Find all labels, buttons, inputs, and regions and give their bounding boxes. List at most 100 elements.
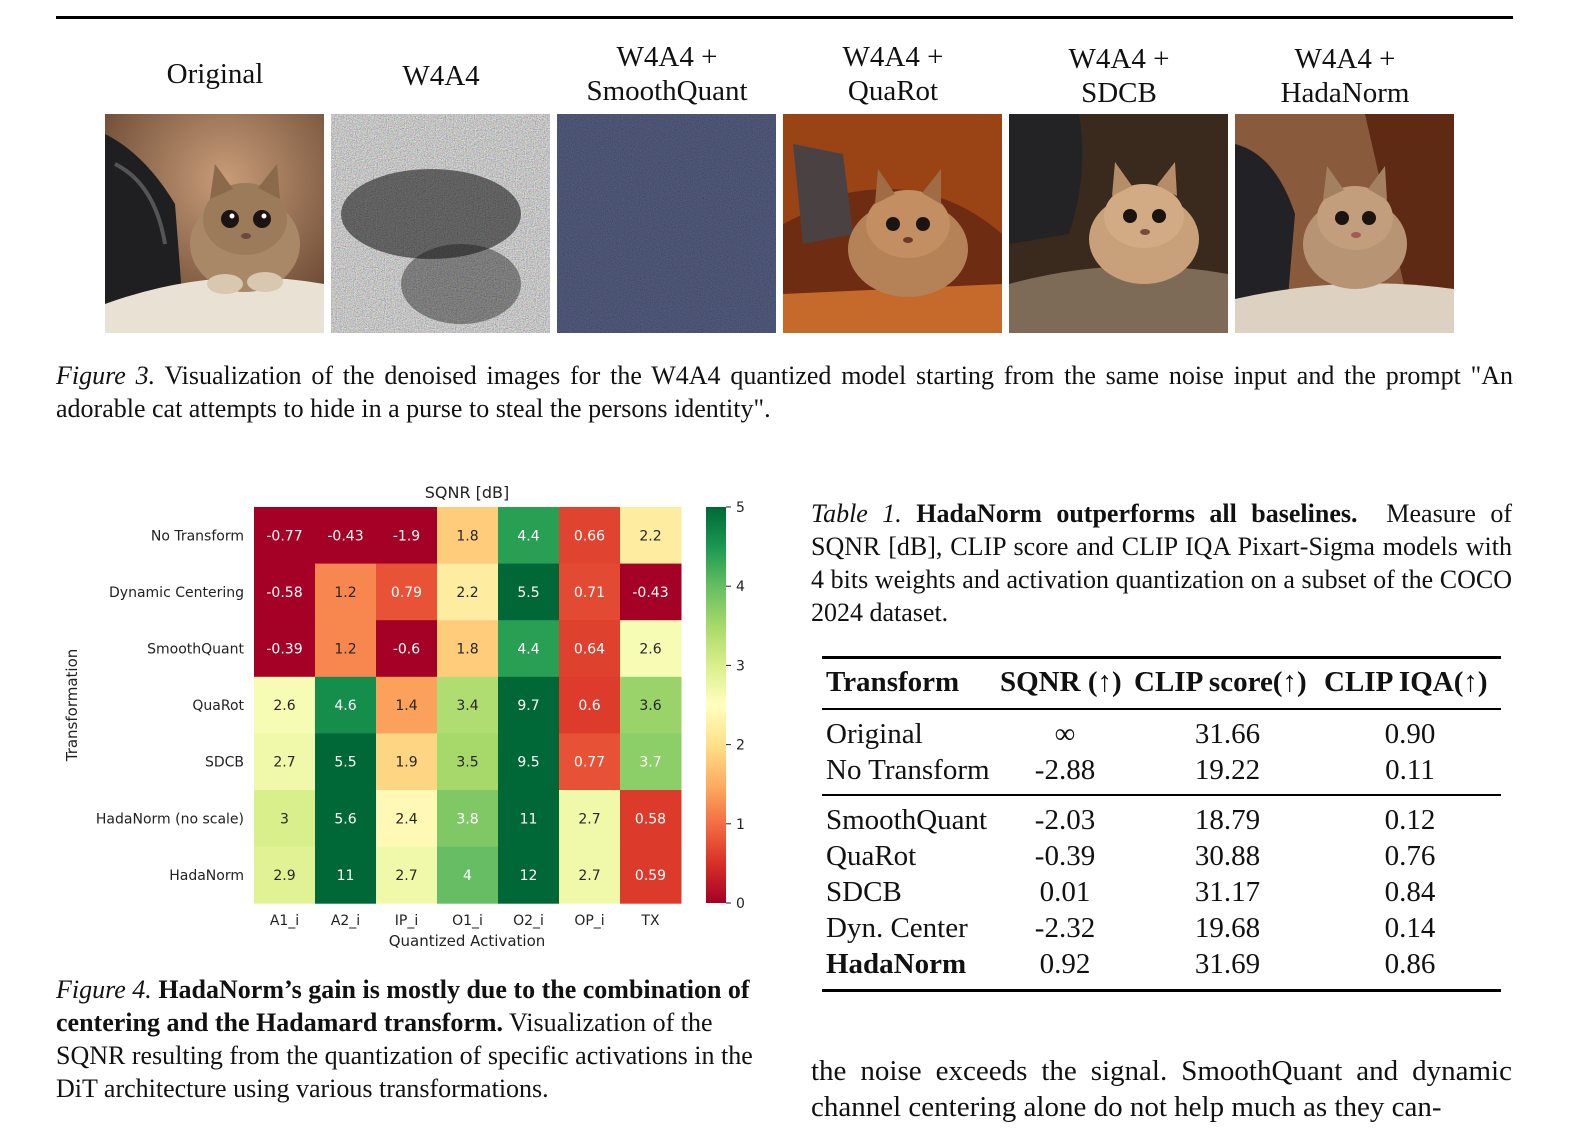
table-cell-value: 31.66 [1194, 718, 1261, 750]
heatmap-cell-label: 4.6 [334, 698, 356, 714]
heatmap-cell-label: 0.59 [635, 868, 666, 884]
table-cell-transform: SDCB [826, 876, 902, 908]
heatmap-y-axis-label: Transformation [63, 649, 81, 763]
heatmap-cell [315, 563, 377, 621]
heatmap-cell [437, 563, 499, 621]
heatmap-cell-label: 1.2 [334, 585, 356, 601]
top-rule [56, 16, 1513, 19]
heatmap-cell [620, 676, 682, 734]
heatmap-cell [254, 846, 316, 904]
table-cell-value: -2.32 [1034, 912, 1096, 944]
table-cell-value: 18.79 [1194, 804, 1261, 836]
table-cell-value: 0.12 [1384, 804, 1436, 836]
cat-image-original [105, 114, 324, 333]
heatmap-cell-label: 0.79 [391, 585, 422, 601]
heatmap-y-tick-label: No Transform [151, 528, 244, 544]
heatmap-y-tick-label: SDCB [205, 755, 244, 771]
heatmap-cell-label: 9.5 [517, 755, 539, 771]
heatmap-cell [559, 790, 621, 848]
table-header-clip-score: CLIP score(↑) [1134, 666, 1307, 698]
figure-4-caption: Figure 4. HadaNorm’s gain is mostly due … [56, 975, 753, 1103]
heatmap-cell [376, 790, 438, 848]
heatmap-cell [498, 507, 560, 565]
f3-label-hadanorm: W4A4 + HadaNorm [1280, 43, 1410, 109]
heatmap-cell [254, 790, 316, 848]
heatmap-cell-label: -0.43 [632, 585, 668, 601]
table-cell-value: 0.86 [1384, 948, 1436, 980]
heatmap-cell [620, 507, 682, 565]
heatmap-title: SQNR [dB] [425, 483, 510, 502]
heatmap-x-tick-label: IP_i [395, 913, 418, 929]
heatmap-cell-label: 0.6 [578, 698, 600, 714]
table-cell-value: -2.88 [1034, 754, 1096, 786]
heatmap-y-tick-label: QuaRot [192, 698, 244, 714]
heatmap-cell-label: 1.8 [456, 642, 478, 658]
heatmap-cell-label: -0.58 [266, 585, 302, 601]
heatmap-cell-label: 1.8 [456, 528, 478, 544]
heatmap-cell [559, 507, 621, 565]
heatmap-cell [437, 790, 499, 848]
heatmap-cell-label: 0.58 [635, 811, 666, 827]
table-cell-value: 0.76 [1384, 840, 1436, 872]
body-text: the noise exceeds the signal. SmoothQuan… [811, 1055, 1512, 1123]
heatmap-cell [315, 846, 377, 904]
heatmap-cell [376, 507, 438, 565]
cat-image-hadanorm [1235, 114, 1454, 333]
heatmap-cell-label: 4.4 [517, 528, 539, 544]
table-cell-value: 31.17 [1194, 876, 1261, 908]
heatmap-cell [376, 563, 438, 621]
heatmap-x-tick-label: A2_i [331, 913, 360, 929]
table-cell-value: 0.11 [1385, 754, 1435, 786]
cat-image-quarot [783, 114, 1002, 333]
heatmap-cell [559, 563, 621, 621]
heatmap-cell [437, 676, 499, 734]
colorbar-tick-label: 1 [736, 817, 745, 833]
heatmap-cell [254, 733, 316, 791]
table-group-rule [822, 794, 1501, 796]
noise-image-w4a4 [331, 114, 550, 333]
heatmap-cell [254, 676, 316, 734]
heatmap-cell-label: 2.7 [395, 868, 417, 884]
f3-label-sdcb: W4A4 + SDCB [1068, 43, 1170, 109]
table-cell-transform: QuaRot [826, 840, 917, 872]
heatmap-cell-label: -0.6 [393, 642, 420, 658]
f3-label-original: Original [166, 58, 264, 90]
heatmap-y-tick-label: SmoothQuant [147, 642, 244, 658]
table-cell-transform: Original [826, 718, 923, 750]
heatmap-cell-label: 2.2 [456, 585, 478, 601]
heatmap-x-tick-label: A1_i [270, 913, 299, 929]
table-cell-value: -0.39 [1034, 840, 1096, 872]
heatmap-cell-label: -1.9 [393, 528, 420, 544]
heatmap-svg: -0.77 -0.43 -1.9 1.8 4.4 0.66 2.2 -0.58 1.2 0.79 2… [63, 483, 745, 950]
table-cell-value: 0.90 [1384, 718, 1436, 750]
heatmap-cell-label: 3.7 [639, 755, 661, 771]
heatmap-cell [254, 620, 316, 678]
heatmap-y-tick-label: HadaNorm (no scale) [96, 811, 244, 827]
heatmap-cell [620, 620, 682, 678]
heatmap-cell-label: 5.5 [517, 585, 539, 601]
colorbar-tick-label: 2 [736, 738, 745, 754]
f3-label-w4a4: W4A4 [402, 60, 480, 92]
table-cell-value: 0.84 [1384, 876, 1436, 908]
noise-image-smoothquant [557, 114, 776, 333]
heatmap-x-axis-label: Quantized Activation [389, 932, 546, 950]
table-cell-value: 0.14 [1384, 912, 1436, 944]
heatmap-cell [315, 733, 377, 791]
heatmap-cell-label: 11 [520, 811, 538, 827]
heatmap-cell [315, 676, 377, 734]
f3-label-smoothquant: W4A4 + SmoothQuant [586, 41, 748, 107]
heatmap-cell [437, 846, 499, 904]
heatmap-y-tick-label: Dynamic Centering [109, 585, 244, 601]
heatmap-cell-label: 9.7 [517, 698, 539, 714]
table-cell-value: 0.92 [1039, 948, 1091, 980]
table-cell-transform: No Transform [826, 754, 990, 786]
heatmap-cell-label: 1.2 [334, 642, 356, 658]
heatmap-cell-label: 2.7 [578, 868, 600, 884]
heatmap-x-tick-label: O1_i [452, 913, 483, 929]
heatmap-cell-label: 2.7 [578, 811, 600, 827]
heatmap-cell [315, 790, 377, 848]
heatmap-cell [559, 846, 621, 904]
heatmap-cell-label: -0.43 [327, 528, 363, 544]
heatmap-cell [559, 676, 621, 734]
heatmap-cell [620, 846, 682, 904]
